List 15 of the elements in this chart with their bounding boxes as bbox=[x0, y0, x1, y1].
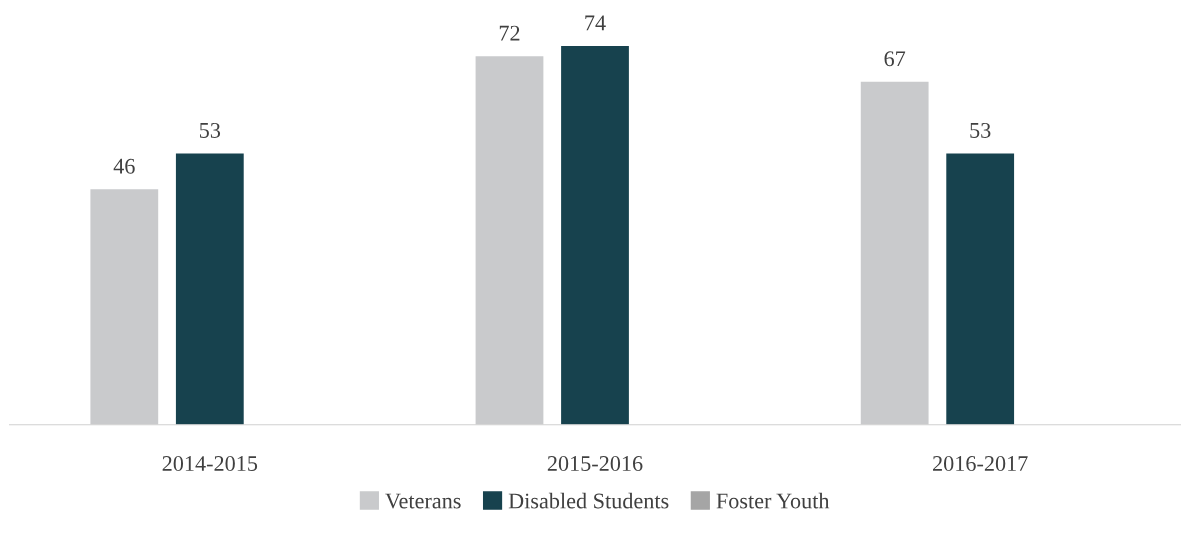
x-tick-label: 2014-2015 bbox=[162, 456, 258, 471]
data-label: 74 bbox=[585, 15, 606, 31]
bar bbox=[175, 153, 244, 425]
data-label: 53 bbox=[970, 122, 991, 138]
data-label: 53 bbox=[200, 122, 221, 138]
data-label: 46 bbox=[113, 158, 135, 174]
legend-label: Foster Youth bbox=[716, 492, 830, 509]
x-tick-label: 2015-2016 bbox=[547, 456, 643, 471]
bar bbox=[561, 46, 629, 425]
legend-label: Veterans bbox=[385, 493, 461, 509]
bar bbox=[946, 153, 1015, 425]
legend-label: Disabled Students bbox=[508, 492, 669, 509]
data-label: 67 bbox=[884, 51, 906, 67]
data-label: 72 bbox=[499, 25, 520, 41]
x-tick-label: 2016-2017 bbox=[933, 456, 1028, 471]
